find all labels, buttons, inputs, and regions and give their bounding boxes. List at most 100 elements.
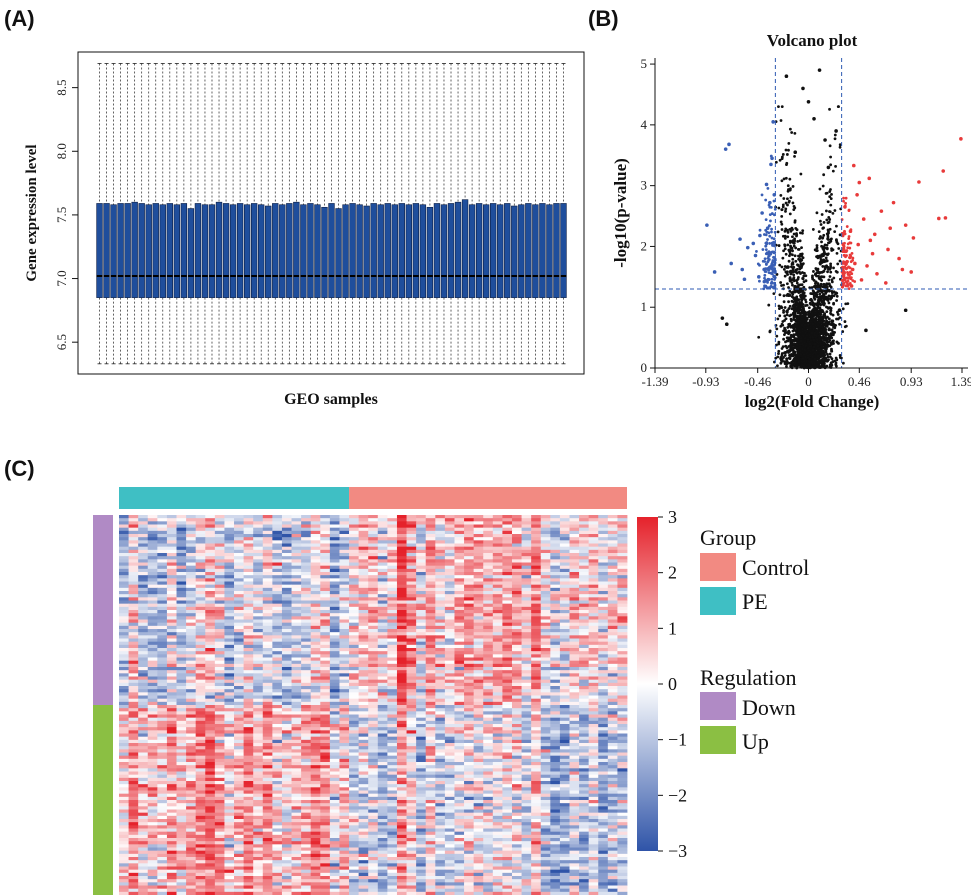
point-ns — [782, 283, 785, 287]
heatmap-cell — [253, 556, 264, 560]
heatmap-cell — [310, 518, 321, 522]
heatmap-cell — [435, 553, 446, 557]
heatmap-cell — [502, 591, 513, 595]
point-ns — [798, 283, 802, 287]
point-ns — [793, 339, 796, 343]
heatmap-cell — [579, 581, 590, 586]
heatmap-cell — [598, 521, 609, 525]
point-down — [758, 228, 762, 232]
heatmap-cell — [147, 556, 158, 560]
heatmap-cell — [234, 594, 245, 598]
point-ns — [812, 302, 816, 306]
point-outlier — [784, 74, 789, 79]
heatmap-cell — [531, 581, 542, 586]
point-ns — [783, 237, 787, 240]
heatmap-cell — [396, 530, 407, 535]
heatmap-cell — [511, 527, 522, 532]
heatmap-cell — [473, 591, 484, 595]
heatmap-cell — [444, 527, 455, 532]
heatmap-cell — [358, 518, 369, 522]
heatmap-cell — [138, 600, 149, 605]
point-ns — [838, 145, 842, 149]
point-ns — [779, 355, 783, 359]
heatmap-cell — [416, 572, 427, 576]
heatmap-cell — [368, 591, 379, 595]
heatmap-cell — [617, 562, 628, 567]
heatmap-cell — [483, 556, 494, 560]
heatmap-cell — [435, 534, 446, 538]
heatmap-cell — [128, 518, 139, 522]
heatmap-cell — [464, 562, 475, 567]
heatmap-cell — [416, 581, 427, 586]
heatmap-cell — [176, 524, 187, 529]
heatmap-cell — [349, 565, 360, 570]
point-ns — [784, 344, 788, 348]
heatmap-cell — [406, 597, 417, 601]
heatmap-cell — [396, 600, 407, 605]
heatmap-cell — [329, 597, 340, 601]
point-ns — [796, 321, 800, 325]
point-up — [849, 254, 853, 258]
heatmap-cell — [358, 603, 369, 608]
box — [215, 201, 223, 298]
heatmap-cell — [339, 559, 350, 563]
point-ns — [798, 330, 801, 334]
heatmap-cell — [492, 587, 503, 592]
heatmap-cell — [368, 540, 379, 544]
heatmap-cell — [176, 562, 187, 567]
y-axis-ticks: 6.57.07.58.08.5 — [54, 80, 79, 350]
point-ns — [794, 246, 798, 250]
heatmap-cell — [138, 527, 149, 532]
point-ns — [818, 341, 822, 344]
heatmap-cell — [329, 543, 340, 548]
heatmap-cell — [416, 549, 427, 554]
point-outlier — [870, 251, 875, 256]
heatmap-cell — [234, 559, 245, 563]
heatmap-cell — [579, 530, 590, 535]
heatmap-cell — [406, 524, 417, 529]
point-up — [847, 283, 850, 287]
point-ns — [808, 310, 811, 313]
heatmap-cell — [588, 553, 599, 557]
heatmap-cell — [368, 527, 379, 532]
heatmap-cell — [138, 556, 149, 560]
heatmap-cell — [272, 597, 283, 601]
heatmap-cell — [186, 578, 197, 582]
heatmap-cell — [301, 553, 312, 557]
point-ns — [800, 323, 804, 327]
heatmap-cell — [416, 591, 427, 595]
heatmap-cell — [358, 553, 369, 557]
point-ns — [791, 270, 795, 274]
heatmap-cell — [224, 543, 235, 548]
heatmap-cell — [253, 518, 264, 522]
heatmap-cell — [214, 537, 225, 541]
heatmap-cell — [540, 603, 551, 608]
sample-box — [454, 63, 462, 365]
heatmap-cell — [511, 515, 522, 519]
point-outlier — [843, 205, 847, 209]
point-outlier — [911, 236, 916, 240]
heatmap-cell — [617, 568, 628, 573]
heatmap-cell — [521, 537, 532, 541]
sample-box — [272, 63, 279, 365]
heatmap-cell — [368, 584, 379, 589]
heatmap-cell — [195, 540, 206, 544]
point-ns — [790, 319, 793, 323]
point-ns — [787, 356, 791, 360]
heatmap-cell — [329, 559, 340, 563]
heatmap-cell — [569, 597, 580, 601]
point-ns — [783, 306, 787, 309]
heatmap-cell — [473, 518, 484, 522]
heatmap-cell — [358, 578, 369, 582]
heatmap-cell — [166, 530, 177, 535]
box — [398, 203, 405, 298]
point-ns — [828, 275, 832, 278]
heatmap-cell — [224, 591, 235, 595]
heatmap-cell — [406, 578, 417, 582]
heatmap-cell — [195, 546, 206, 551]
point-down — [764, 198, 768, 202]
point-ns — [777, 304, 781, 308]
point-outlier — [793, 150, 798, 155]
point-ns — [780, 208, 784, 212]
heatmap-cell — [205, 524, 216, 529]
